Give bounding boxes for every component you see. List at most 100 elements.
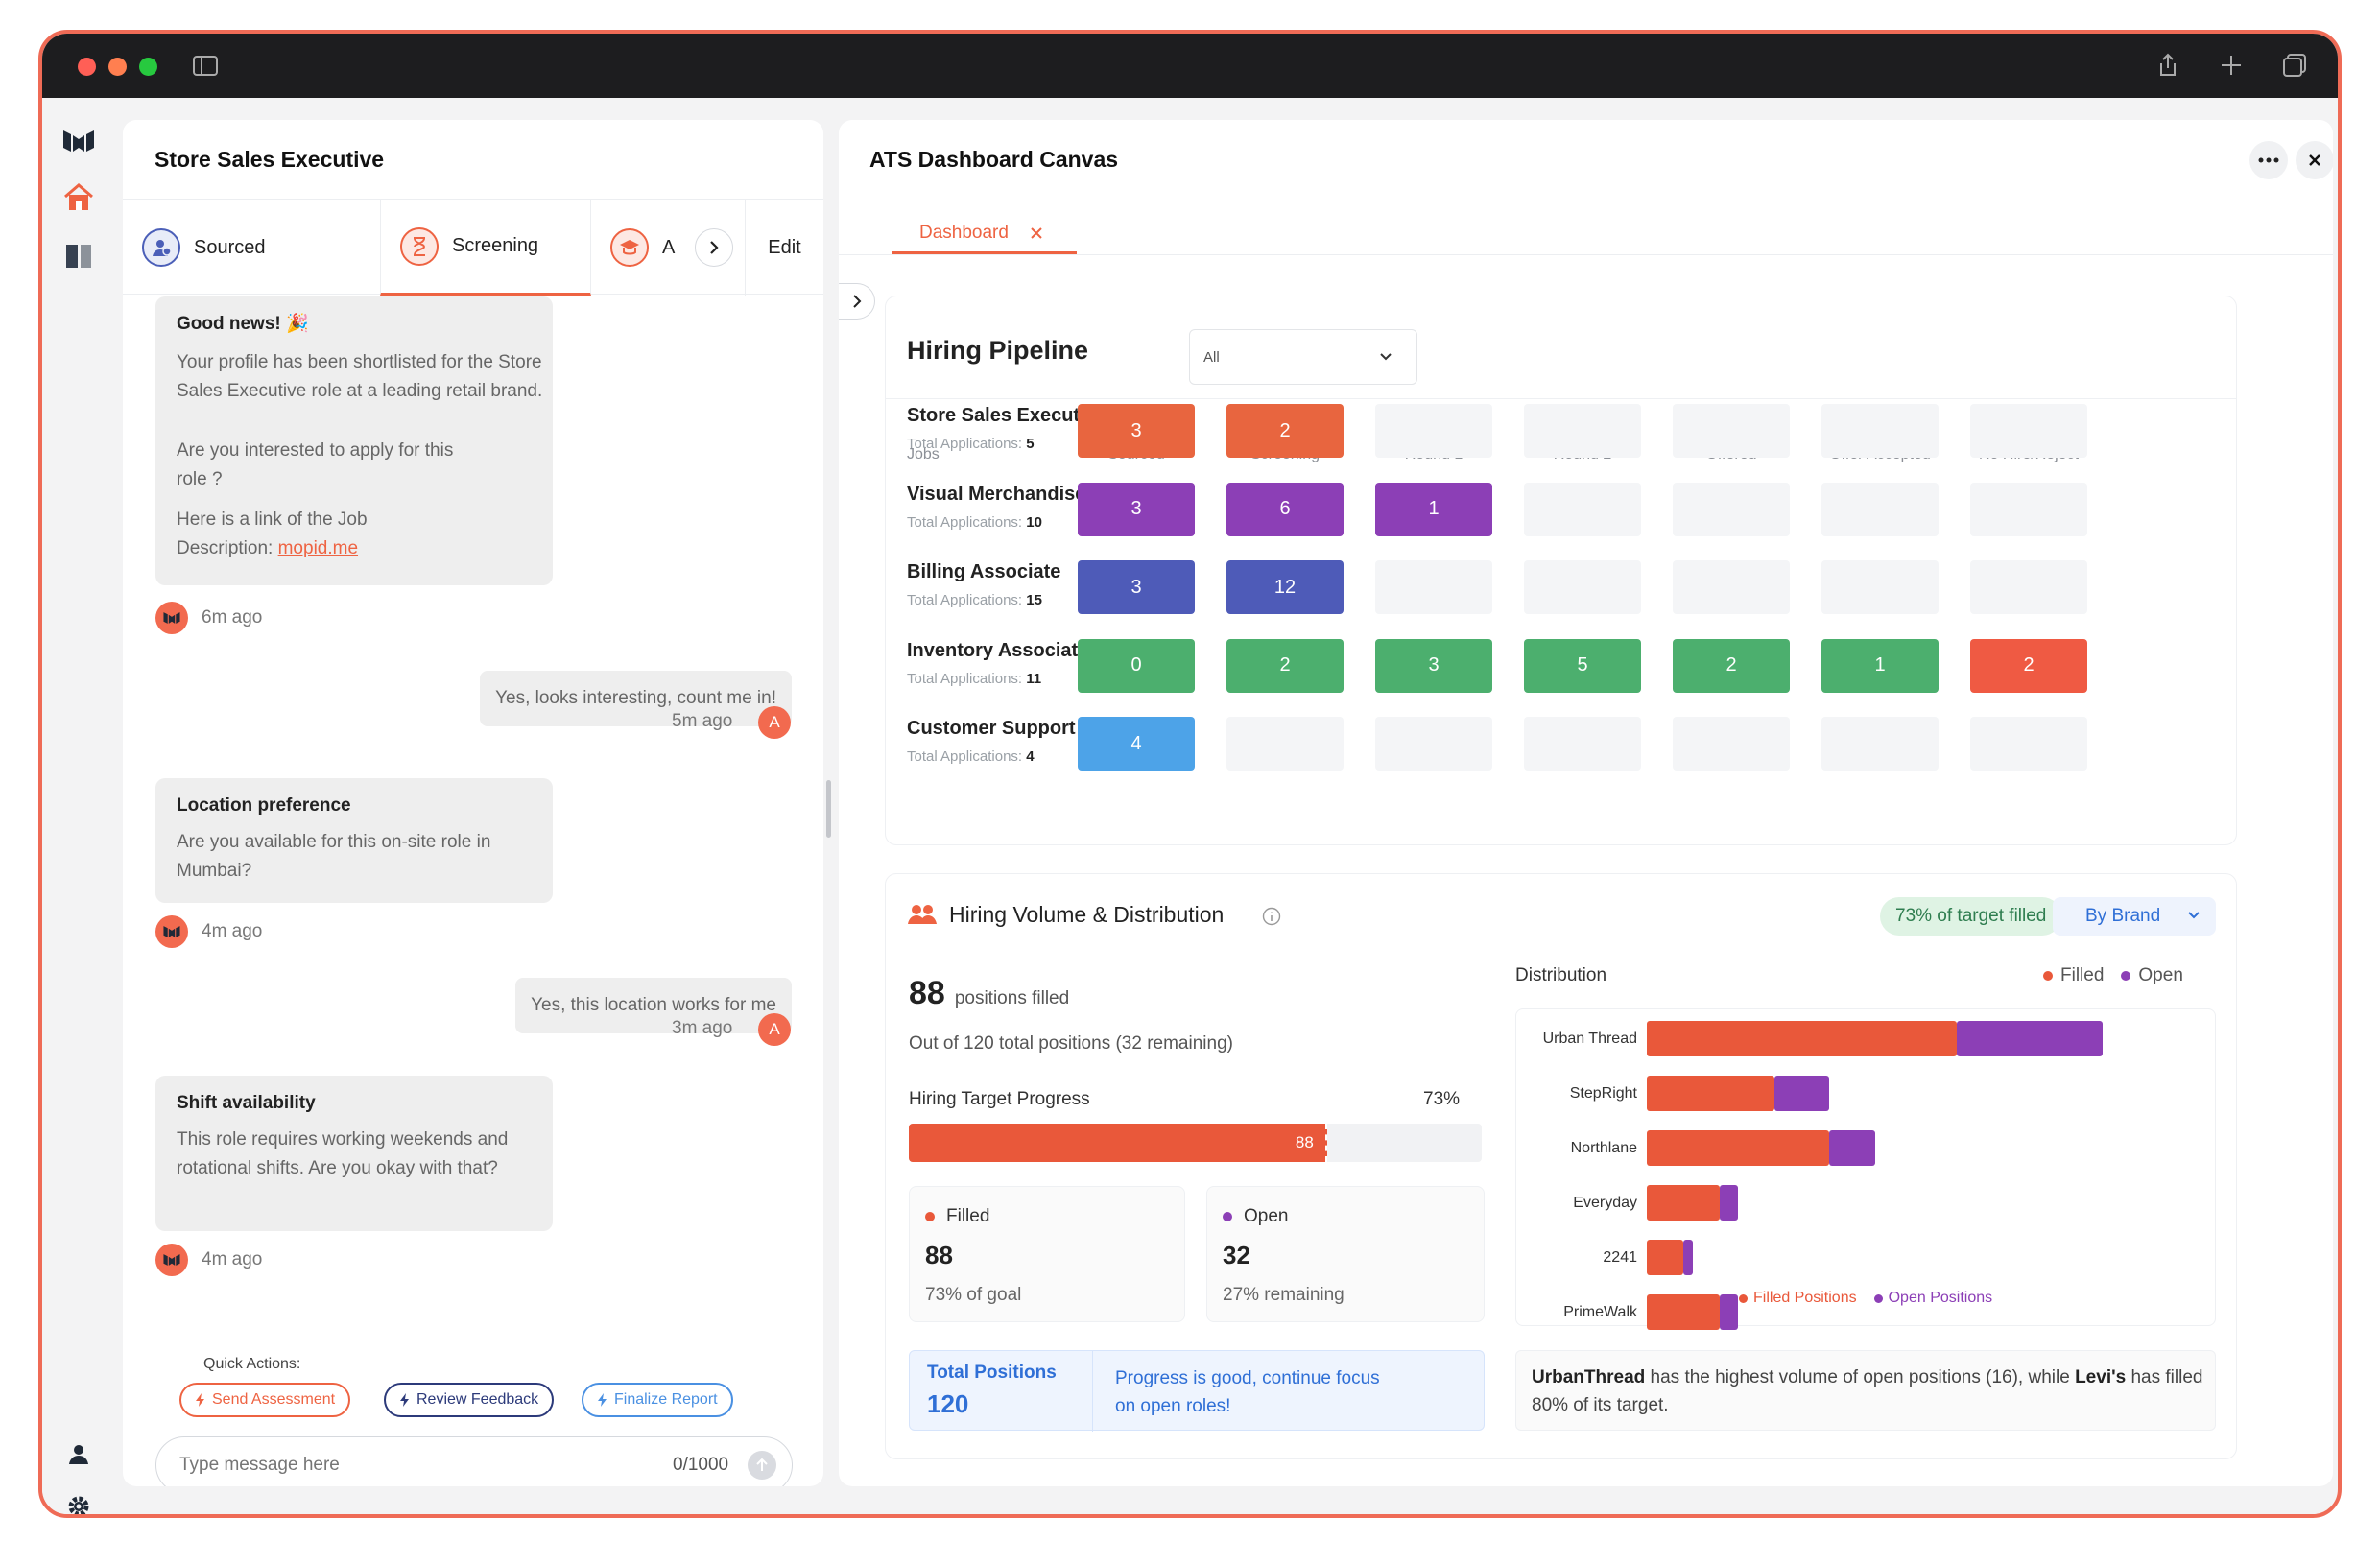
total-positions-label: Total Positions [927, 1363, 1057, 1383]
progress-note: Progress is good, continue focus on open… [1115, 1368, 1380, 1416]
pipeline-cell[interactable]: 2 [1226, 638, 1344, 693]
chevron-right-icon [852, 295, 861, 308]
pipeline-cell [1970, 404, 2087, 458]
job-name[interactable]: Store Sales Executive [907, 405, 1107, 426]
pipeline-cell[interactable]: 3 [1078, 404, 1195, 458]
positions-filled-label: positions filled [954, 988, 1070, 1008]
volume-title: Hiring Volume & Distribution [949, 902, 1225, 927]
minimize-window-button[interactable] [108, 58, 127, 76]
send-button[interactable] [748, 1451, 776, 1480]
job-name[interactable]: Billing Associate [907, 561, 1061, 582]
footer-open-label: Open Positions [1888, 1290, 1993, 1306]
user-reply: Yes, looks interesting, count me in! [480, 671, 792, 726]
tab-dashboard-label: Dashboard [919, 222, 1009, 243]
settings-gear-icon[interactable] [66, 1494, 91, 1518]
pipeline-cell [1524, 404, 1641, 458]
sidebar-toggle-icon[interactable] [191, 51, 220, 80]
users-group-icon [908, 905, 937, 924]
arrow-up-icon [756, 1458, 768, 1471]
insight-box: UrbanThread has the highest volume of op… [1515, 1350, 2216, 1431]
more-dots-icon [2258, 157, 2279, 163]
library-icon[interactable] [63, 242, 94, 271]
pipeline-cell [1821, 717, 1939, 771]
pipeline-cell[interactable]: 6 [1226, 482, 1344, 536]
open-dot [1223, 1212, 1232, 1221]
quick-actions-label: Quick Actions: [203, 1356, 301, 1372]
target-filled-badge: 73% of target filled [1880, 897, 2062, 936]
tab-dashboard[interactable]: Dashboard [892, 214, 1077, 254]
finalize-report-button[interactable]: Finalize Report [582, 1383, 733, 1417]
tabs-overview-icon[interactable] [2280, 51, 2309, 80]
tab-screening-label: Screening [452, 235, 539, 256]
new-tab-icon[interactable] [2217, 51, 2246, 80]
bar-open [1957, 1021, 2103, 1056]
bolt-icon [196, 1393, 204, 1407]
bot-message-good-news: Good news! 🎉 Your profile has been short… [155, 296, 553, 585]
share-icon[interactable] [2154, 51, 2182, 80]
pipeline-cell[interactable]: 5 [1524, 638, 1641, 693]
expand-chat-button[interactable] [839, 283, 875, 320]
pipeline-cell[interactable]: 2 [1226, 404, 1344, 458]
distribution-title: Distribution [1515, 965, 1607, 985]
pipeline-cell[interactable]: 12 [1226, 560, 1344, 614]
message-text: Here is a link of the Job Description: m… [177, 506, 464, 563]
review-feedback-button[interactable]: Review Feedback [384, 1383, 555, 1417]
bot-message-location: Location preference Are you available fo… [155, 778, 553, 903]
message-heading: Shift availability [177, 1093, 316, 1113]
pipeline-cell[interactable]: 1 [1375, 482, 1492, 536]
message-input[interactable] [179, 1451, 640, 1480]
pipeline-cell [1375, 560, 1492, 614]
tab-screening[interactable]: Screening [380, 200, 591, 296]
tab-sourced-label: Sourced [194, 236, 266, 258]
close-tab-icon[interactable] [1030, 226, 1043, 240]
maximize-window-button[interactable] [139, 58, 157, 76]
edit-button[interactable]: Edit [745, 200, 823, 296]
tabs-next-button[interactable] [695, 228, 733, 267]
info-icon[interactable] [1262, 907, 1281, 926]
progress-fill-label: 88 [1295, 1133, 1314, 1151]
pipeline-cell[interactable]: 3 [1078, 560, 1195, 614]
pipeline-cell[interactable]: 2 [1673, 638, 1790, 693]
brand-logo-icon [163, 1254, 180, 1266]
filled-sub: 73% of goal [925, 1285, 1022, 1305]
total-value: 4 [1026, 748, 1035, 765]
brand-logo-icon[interactable] [61, 127, 96, 155]
pipeline-filter-select[interactable]: All [1189, 329, 1417, 385]
home-icon[interactable] [62, 182, 95, 213]
chevron-down-icon [1380, 353, 1392, 361]
tab-assessment[interactable]: A [610, 200, 678, 296]
bar-open [1774, 1076, 1829, 1111]
pipeline-cell[interactable]: 4 [1078, 717, 1195, 771]
job-total-applications: Total Applications: 5 [907, 436, 1035, 452]
bolt-icon [400, 1393, 409, 1407]
tab-sourced[interactable]: Sourced [142, 200, 382, 296]
close-canvas-button[interactable] [2296, 141, 2333, 179]
pipeline-cell [1970, 482, 2087, 536]
message-text: This role requires working weekends and … [177, 1129, 509, 1178]
panel-resize-handle[interactable] [826, 780, 831, 838]
close-window-button[interactable] [78, 58, 96, 76]
pipeline-cell[interactable]: 1 [1821, 638, 1939, 693]
group-by-select[interactable]: By Brand [2053, 897, 2216, 936]
brand-label: Northlane [1570, 1140, 1637, 1156]
pipeline-cell[interactable]: 0 [1078, 638, 1195, 693]
pipeline-cell [1673, 404, 1790, 458]
brand-label: Everyday [1573, 1195, 1637, 1211]
pipeline-cell [1970, 560, 2087, 614]
insight-text: UrbanThread has the highest volume of op… [1532, 1363, 2203, 1419]
filter-value: All [1203, 349, 1220, 366]
send-assessment-button[interactable]: Send Assessment [179, 1383, 351, 1417]
job-name[interactable]: Inventory Associate [907, 639, 1089, 661]
pipeline-cell[interactable]: 3 [1375, 638, 1492, 693]
message-time: 4m ago [202, 921, 263, 941]
bar-filled [1647, 1076, 1774, 1111]
more-options-button[interactable] [2249, 141, 2288, 179]
pipeline-cell[interactable]: 2 [1970, 638, 2087, 693]
pipeline-cell [1524, 560, 1641, 614]
profile-icon[interactable] [66, 1441, 91, 1466]
pipeline-cell[interactable]: 3 [1078, 482, 1195, 536]
job-description-link[interactable]: mopid.me [277, 538, 359, 558]
total-value: 15 [1026, 592, 1042, 608]
job-name[interactable]: Visual Merchandiser [907, 483, 1094, 505]
finalize-report-label: Finalize Report [614, 1391, 718, 1408]
